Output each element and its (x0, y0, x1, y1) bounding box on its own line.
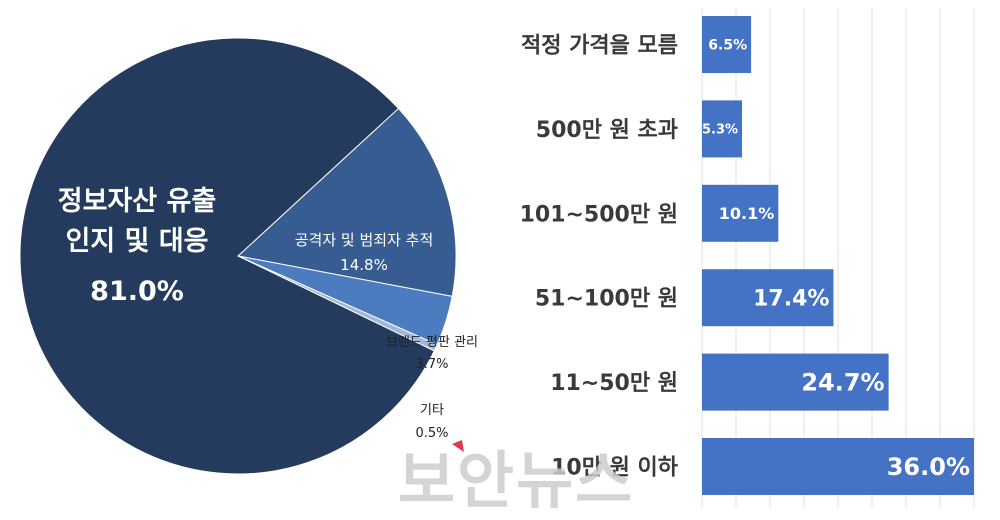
bar-value-label-1: 5.3% (702, 123, 738, 138)
bar-value-label-0: 6.5% (708, 38, 747, 54)
pie-label-0-line-0: 정보자산 유출 (58, 186, 216, 217)
bar-grid (701, 8, 975, 508)
bar-0 (702, 16, 752, 73)
bar-4 (702, 353, 889, 411)
bar-1 (702, 100, 743, 158)
category-label-5: 10만 원 이하 (551, 456, 679, 481)
category-label-0: 적정 가격을 모름 (521, 34, 678, 59)
bar-chart: 적정 가격을 모름 6.5% 500만 원 초과 5.3% 101~500만 원 10.1… (520, 16, 974, 495)
pie-slice-1 (236, 107, 457, 297)
pie-label-0-line-1: 인지 및 대응 (66, 226, 209, 257)
pointer-mark (452, 440, 464, 452)
bar-value-label-2: 10.1% (719, 204, 775, 223)
category-label-2: 101~500만 원 (520, 202, 678, 227)
pie-label-3-line-0: 기타 (420, 403, 444, 418)
category-label-4: 11~50만 원 (550, 371, 678, 396)
bar-3 (702, 269, 834, 327)
category-label-3: 51~100만 원 (535, 287, 678, 312)
pie-label-1-line-0: 공격자 및 범죄자 추적 (295, 231, 434, 249)
category-label-1: 500만 원 초과 (536, 118, 678, 143)
pie-value-label-3: 0.5% (415, 426, 448, 441)
pie-value-label-0: 81.0% (90, 276, 184, 307)
bar-value-label-3: 17.4% (753, 287, 829, 312)
pie-value-label-1: 14.8% (340, 256, 388, 274)
bar-2 (702, 184, 779, 242)
pie-value-label-2: 3.7% (415, 357, 448, 372)
bar-5 (702, 438, 974, 495)
pie-label-2-line-0: 브랜드 평판 관리 (386, 335, 478, 350)
pie-slice-0 (19, 37, 435, 475)
bar-value-label-4: 24.7% (801, 369, 884, 397)
bar-value-label-5: 36.0% (887, 453, 970, 481)
